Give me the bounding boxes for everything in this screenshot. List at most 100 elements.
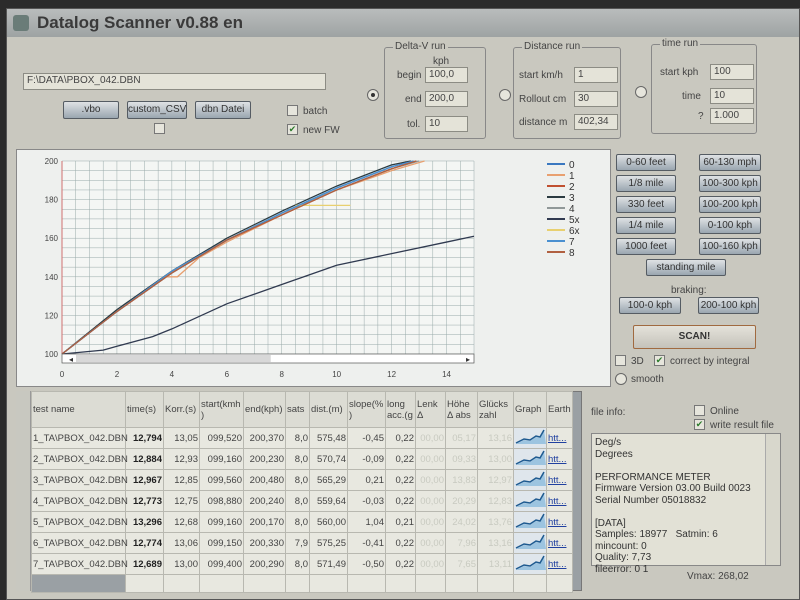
preset-left-button-1[interactable]: 1/8 mile: [616, 175, 676, 192]
time-label: time: [682, 91, 701, 102]
preset-right-button-4[interactable]: 100-160 kph: [699, 238, 761, 255]
earth-link[interactable]: htt...: [546, 448, 573, 470]
column-header[interactable]: Lenk Δ: [415, 391, 446, 428]
table-cell: [125, 574, 164, 593]
table-cell: 0,22: [385, 553, 416, 575]
begin-input[interactable]: 100,0: [425, 67, 468, 83]
smooth-radio[interactable]: [615, 373, 627, 385]
preset-right-button-0[interactable]: 60-130 mph: [699, 154, 761, 171]
preset-right-button-1[interactable]: 100-300 kph: [699, 175, 761, 192]
table-cell: 12,794: [125, 427, 164, 449]
online-checkbox[interactable]: [694, 405, 705, 416]
earth-link[interactable]: htt...: [546, 553, 573, 575]
preset-left-button-3[interactable]: 1/4 mile: [616, 217, 676, 234]
preset-right-button-3[interactable]: 0-100 kph: [699, 217, 761, 234]
info-scrollbar[interactable]: [765, 434, 780, 565]
braking-100-0-button[interactable]: 100-0 kph: [619, 297, 681, 314]
table-cell: -0,50: [347, 553, 386, 575]
table-row[interactable]: 6_TA\PBOX_042.DBN 12,774 13,06 099,150 200,3…: [31, 532, 573, 554]
table-row[interactable]: 3_TA\PBOX_042.DBN 12,967 12,85 099,560 200,4…: [31, 469, 573, 491]
correct-integral-checkbox[interactable]: ✔: [654, 355, 665, 366]
dbn-datei-button[interactable]: dbn Datei: [195, 101, 251, 119]
scan-button[interactable]: SCAN!: [633, 325, 756, 349]
custom-csv-button[interactable]: custom_CSV: [127, 101, 187, 119]
legend-label: 4: [569, 204, 575, 215]
table-cell: 099,400: [199, 553, 244, 575]
table-row[interactable]: 4_TA\PBOX_042.DBN 12,773 12,75 098,880 200,2…: [31, 490, 573, 512]
column-header[interactable]: test name: [31, 391, 126, 428]
time-input[interactable]: 10: [710, 88, 754, 104]
column-header[interactable]: Graph: [513, 391, 547, 428]
graph-cell[interactable]: [513, 469, 547, 491]
column-header[interactable]: slope(%): [347, 391, 386, 428]
distance-title: Distance run: [522, 41, 583, 52]
timerun-radio[interactable]: [635, 86, 647, 98]
app-window: Datalog Scanner v0.88 en F:\DATA\PBOX_04…: [6, 8, 800, 600]
scroll-left-icon: ◂: [69, 355, 73, 364]
graph-cell[interactable]: [513, 532, 547, 554]
graph-cell[interactable]: [513, 553, 547, 575]
table-cell: [243, 574, 286, 593]
x-tick-label: 8: [280, 370, 285, 379]
scrollbar-thumb[interactable]: [76, 355, 271, 362]
column-header[interactable]: Korr.(s): [163, 391, 200, 428]
braking-200-100-button[interactable]: 200-100 kph: [698, 297, 759, 314]
earth-link[interactable]: htt...: [546, 532, 573, 554]
standing-mile-button[interactable]: standing mile: [646, 259, 726, 276]
graph-cell[interactable]: [513, 490, 547, 512]
column-header[interactable]: Earth: [546, 391, 573, 428]
start-kmh-input[interactable]: 1: [574, 67, 618, 83]
table-cell: 12,93: [163, 448, 200, 470]
graph-cell[interactable]: [513, 448, 547, 470]
batch-checkbox[interactable]: [287, 105, 298, 116]
column-header[interactable]: Glückszahl: [477, 391, 514, 428]
column-header[interactable]: start(kmh): [199, 391, 244, 428]
file-info-textbox[interactable]: Deg/s Degrees PERFORMANCE METER Firmware…: [591, 433, 781, 575]
start-kph-input[interactable]: 100: [710, 64, 754, 80]
table-row[interactable]: 2_TA\PBOX_042.DBN 12,884 12,93 099,160 200,2…: [31, 448, 573, 470]
table-cell: -0,45: [347, 427, 386, 449]
table-row-empty[interactable]: [31, 574, 573, 593]
distance-input[interactable]: 402,34: [574, 114, 618, 130]
table-cell: 05,17: [445, 427, 478, 449]
write-result-checkbox[interactable]: ✔: [694, 419, 705, 430]
preset-left-button-2[interactable]: 330 feet: [616, 196, 676, 213]
earth-link[interactable]: htt...: [546, 490, 573, 512]
column-header[interactable]: Höhe Δ abs: [445, 391, 478, 428]
preset-left-button-4[interactable]: 1000 feet: [616, 238, 676, 255]
graph-cell[interactable]: [513, 427, 547, 449]
graph-sparkline-icon: [515, 471, 546, 486]
distance-radio[interactable]: [499, 89, 511, 101]
file-path-input[interactable]: F:\DATA\PBOX_042.DBN: [23, 73, 326, 90]
table-cell: 8,0: [285, 427, 310, 449]
x-tick-label: 6: [225, 370, 230, 379]
rollout-input[interactable]: 30: [574, 91, 618, 107]
table-cell: 13,11: [477, 553, 514, 575]
new-fw-checkbox[interactable]: ✔: [287, 124, 298, 135]
extra-checkbox[interactable]: [154, 123, 165, 134]
table-cell: [415, 574, 446, 593]
preset-right-button-2[interactable]: 100-200 kph: [699, 196, 761, 213]
column-header[interactable]: end(kph): [243, 391, 286, 428]
table-row[interactable]: 1_TA\PBOX_042.DBN 12,794 13,05 099,520 200,3…: [31, 427, 573, 449]
start-kph-label: start kph: [660, 67, 699, 78]
earth-link[interactable]: htt...: [546, 469, 573, 491]
3d-checkbox[interactable]: [615, 355, 626, 366]
table-cell: 12,97: [477, 469, 514, 491]
vbo-button[interactable]: .vbo: [63, 101, 119, 119]
deltav-radio[interactable]: [367, 89, 379, 101]
column-header[interactable]: dist.(m): [309, 391, 348, 428]
preset-left-button-0[interactable]: 0-60 feet: [616, 154, 676, 171]
graph-sparkline-icon: [515, 450, 546, 465]
table-row[interactable]: 5_TA\PBOX_042.DBN 13,296 12,68 099,160 200,1…: [31, 511, 573, 533]
q-spinner[interactable]: 1.000: [710, 108, 754, 124]
column-header[interactable]: time(s): [125, 391, 164, 428]
table-row[interactable]: 7_TA\PBOX_042.DBN 12,689 13,00 099,400 200,2…: [31, 553, 573, 575]
earth-link[interactable]: htt...: [546, 427, 573, 449]
column-header[interactable]: long acc.(g: [385, 391, 416, 428]
column-header[interactable]: sats: [285, 391, 310, 428]
tol-input[interactable]: 10: [425, 116, 468, 132]
graph-cell[interactable]: [513, 511, 547, 533]
earth-link[interactable]: htt...: [546, 511, 573, 533]
end-input[interactable]: 200,0: [425, 91, 468, 107]
